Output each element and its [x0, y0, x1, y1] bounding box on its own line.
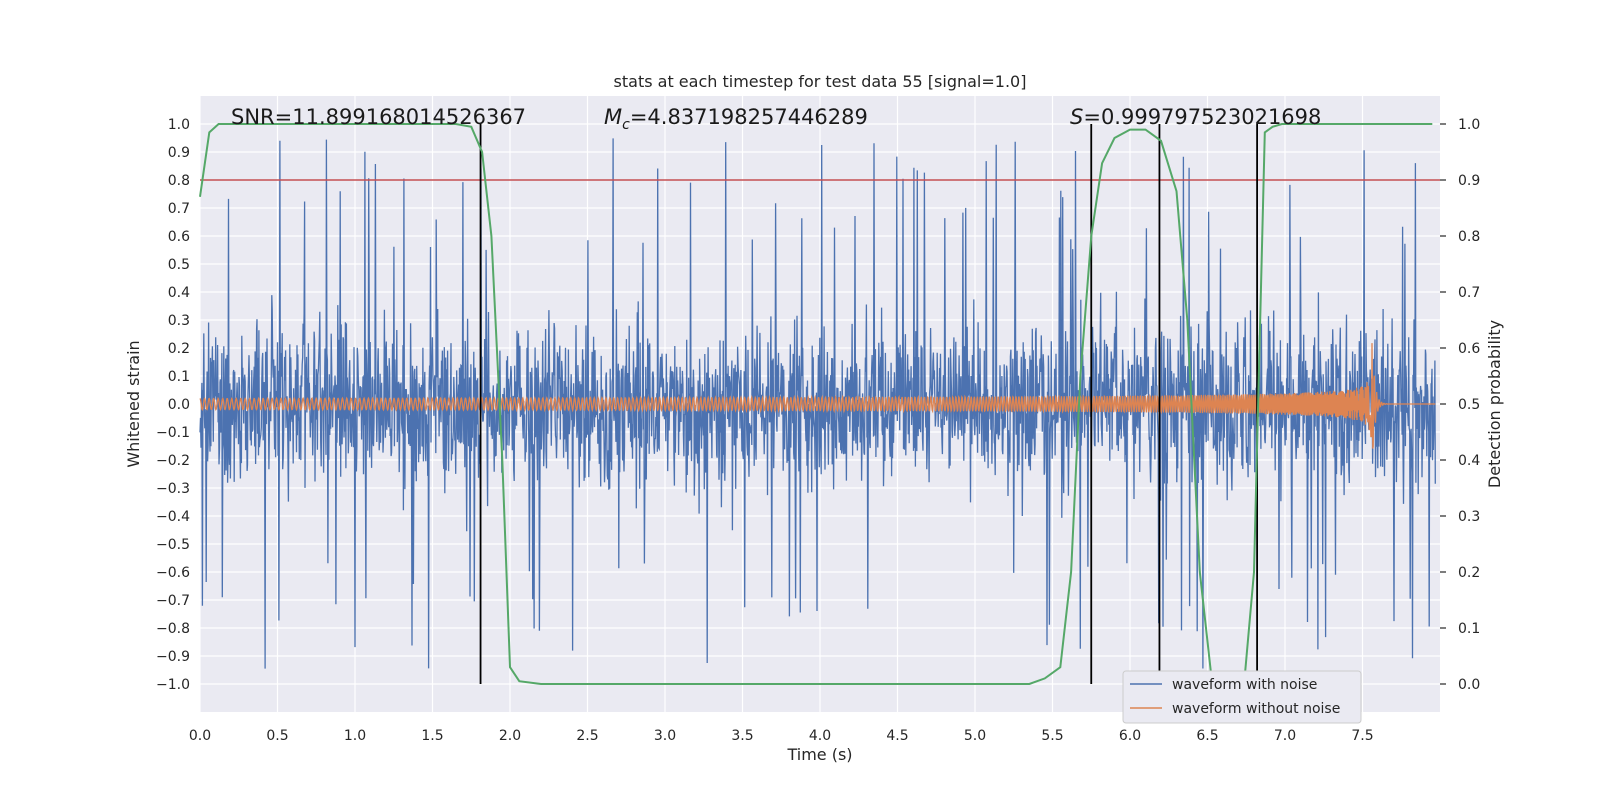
y-tick-label-2: 0.8: [168, 173, 190, 189]
x-tick-label-13: 6.5: [1196, 728, 1218, 744]
y-right-tick-label-6: 0.4: [1458, 453, 1480, 469]
clean-series: [199, 343, 1436, 449]
y-right-tick-label-10: 0.0: [1458, 677, 1480, 693]
legend-label-clean: waveform without noise: [1172, 701, 1340, 717]
x-tick-label-1: 0.5: [266, 728, 288, 744]
legend-label-noise: waveform with noise: [1172, 677, 1317, 693]
y-right-tick-label-3: 0.7: [1458, 285, 1480, 301]
y-tick-label-16: −0.6: [156, 565, 190, 581]
x-tick-label-2: 1.0: [344, 728, 366, 744]
overlays: [200, 124, 1440, 684]
y-right-tick-label-9: 0.1: [1458, 621, 1480, 637]
mc-symbol: M: [604, 105, 622, 129]
x-tick-label-9: 4.5: [886, 728, 908, 744]
y-tick-label-9: 0.1: [168, 369, 190, 385]
chart-title: stats at each timestep for test data 55 …: [614, 72, 1027, 91]
y-tick-label-20: −1.0: [156, 677, 190, 693]
y-tick-label-8: 0.2: [168, 341, 190, 357]
y-right-tick-label-8: 0.2: [1458, 565, 1480, 581]
y-right-tick-label-7: 0.3: [1458, 509, 1480, 525]
y-tick-label-12: −0.2: [156, 453, 190, 469]
y-right-tick-label-2: 0.8: [1458, 229, 1480, 245]
x-tick-label-4: 2.0: [499, 728, 521, 744]
y-right-tick-label-4: 0.6: [1458, 341, 1480, 357]
y-tick-label-7: 0.3: [168, 313, 190, 329]
s-value: =0.999797523021698: [1083, 105, 1321, 129]
snr-annotation: SNR=11.899168014526367: [231, 105, 526, 129]
y-tick-label-13: −0.3: [156, 481, 190, 497]
y-right-tick-label-1: 0.9: [1458, 173, 1480, 189]
y-tick-label-6: 0.4: [168, 285, 190, 301]
x-tick-label-8: 4.0: [809, 728, 831, 744]
y-tick-label-19: −0.9: [156, 649, 190, 665]
axes: 0.0 0.5 1.0 1.5 2.0 2.5 3.0 3.5 4.0 4.5 5.0 5.5 6.0 6…: [156, 117, 1480, 744]
legend-box: [1122, 670, 1362, 724]
y-tick-label-18: −0.8: [156, 621, 190, 637]
score-annotation: S=0.999797523021698: [1070, 105, 1321, 129]
y-tick-label-1: 0.9: [168, 145, 190, 161]
y-tick-label-0: 1.0: [168, 117, 190, 133]
x-axis-label: Time (s): [786, 745, 852, 764]
y-right-tick-label-0: 1.0: [1458, 117, 1480, 133]
x-tick-label-7: 3.5: [731, 728, 753, 744]
x-tick-label-10: 5.0: [964, 728, 986, 744]
chirp-mass-annotation: Mc=4.837198257446289: [604, 105, 868, 133]
y-tick-label-15: −0.5: [156, 537, 190, 553]
y-tick-label-4: 0.6: [168, 229, 190, 245]
mc-value: =4.837198257446289: [630, 105, 868, 129]
y-tick-label-3: 0.7: [168, 201, 190, 217]
x-tick-label-12: 6.0: [1119, 728, 1141, 744]
x-tick-label-5: 2.5: [576, 728, 598, 744]
y-right-tick-label-5: 0.5: [1458, 397, 1480, 413]
x-tick-label-11: 5.5: [1041, 728, 1063, 744]
x-tick-label-15: 7.5: [1351, 728, 1373, 744]
x-tick-label-0: 0.0: [189, 728, 211, 744]
mc-subscript: c: [622, 117, 630, 133]
y-right-axis-label: Detection probability: [1485, 320, 1504, 488]
y-tick-label-17: −0.7: [156, 593, 190, 609]
clean-waveform: [199, 343, 1436, 449]
s-symbol: S: [1070, 105, 1083, 129]
y-axis-label: Whitened strain: [124, 340, 143, 467]
y-tick-label-14: −0.4: [156, 509, 190, 525]
x-tick-label-6: 3.0: [654, 728, 676, 744]
x-tick-label-3: 1.5: [421, 728, 443, 744]
legend: waveform with noise waveform without noi…: [1122, 670, 1362, 724]
y-tick-label-11: −0.1: [156, 425, 190, 441]
y-tick-label-5: 0.5: [168, 257, 190, 273]
x-tick-label-14: 7.0: [1274, 728, 1296, 744]
y-tick-label-10: 0.0: [168, 397, 190, 413]
